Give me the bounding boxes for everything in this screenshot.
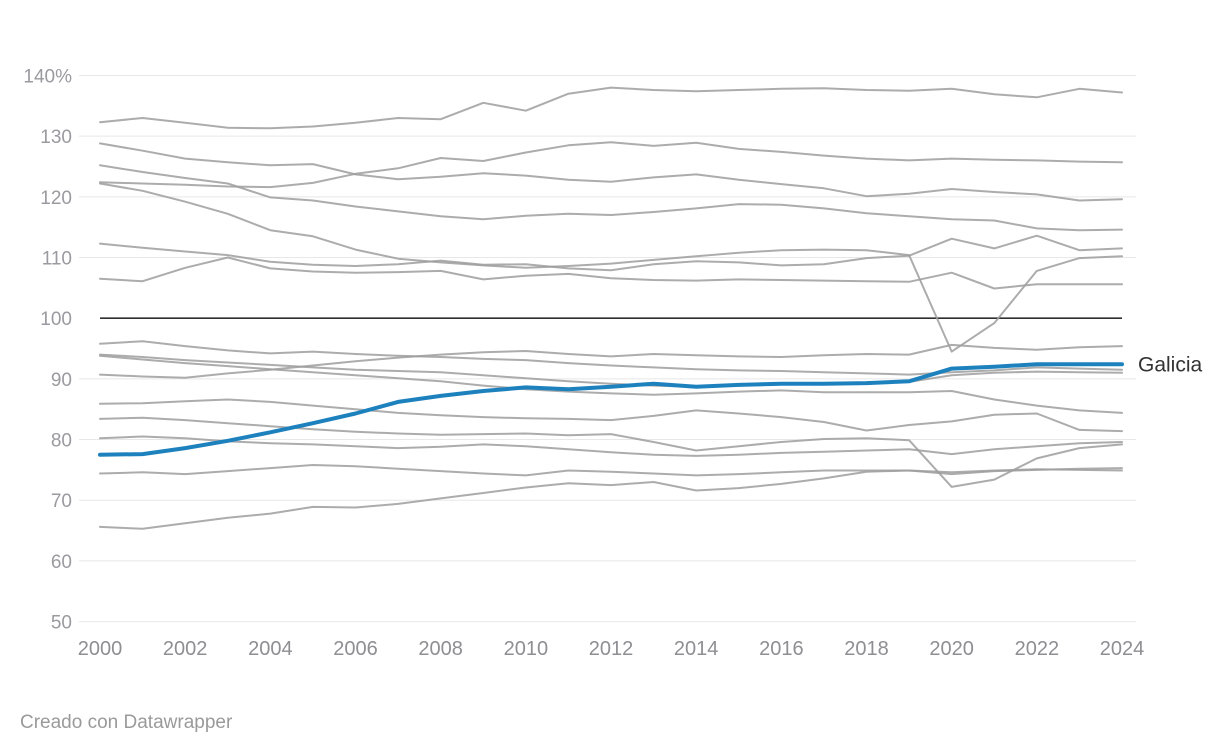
x-axis-tick-2014: 2014 bbox=[674, 638, 719, 660]
x-axis-tick-2022: 2022 bbox=[1015, 638, 1060, 660]
x-axis-tick-2018: 2018 bbox=[844, 638, 889, 660]
series-line-line-07[interactable] bbox=[99, 256, 1123, 290]
y-axis-tick-60: 60 bbox=[51, 552, 72, 573]
series-line-line-15[interactable] bbox=[99, 464, 1123, 477]
series-line-line-14[interactable] bbox=[99, 435, 1123, 457]
series-line-Galicia[interactable] bbox=[98, 362, 1124, 457]
x-axis-tick-2020: 2020 bbox=[929, 638, 974, 660]
x-axis-tick-2024: 2024 bbox=[1100, 638, 1145, 660]
x-axis-tick-2016: 2016 bbox=[759, 638, 804, 660]
y-axis-tick-50: 50 bbox=[51, 613, 72, 634]
y-axis-tick-70: 70 bbox=[51, 491, 72, 512]
series-line-line-02[interactable] bbox=[99, 142, 1123, 202]
y-axis-tick-110: 110 bbox=[42, 249, 72, 270]
series-line-line-06[interactable] bbox=[99, 234, 1123, 272]
series-end-label-galicia: Galicia bbox=[1138, 353, 1203, 376]
line-chart: 50 60 70 80 90 100 110 120 130 140% 2000 2002 2004 20… bbox=[23, 66, 1203, 660]
y-axis-tick-130: 130 bbox=[40, 127, 72, 148]
series-line-line-16[interactable] bbox=[99, 468, 1123, 530]
x-axis-tick-2002: 2002 bbox=[163, 638, 208, 660]
y-axis-tick-100: 100 bbox=[40, 309, 72, 330]
x-axis-tick-2006: 2006 bbox=[333, 638, 378, 660]
series-line-line-13[interactable] bbox=[99, 416, 1123, 488]
chart-area: 50 60 70 80 90 100 110 120 130 140% 2000 2002 2004 20… bbox=[23, 66, 1203, 660]
y-axis-tick-140: 140% bbox=[23, 66, 72, 87]
x-axis-tick-2000: 2000 bbox=[78, 638, 123, 660]
series-line-line-11[interactable] bbox=[99, 343, 1123, 379]
x-axis-tick-2010: 2010 bbox=[504, 638, 549, 660]
series-line-line-03[interactable] bbox=[99, 141, 1123, 189]
series-line-line-01[interactable] bbox=[99, 86, 1123, 130]
x-axis-tick-2012: 2012 bbox=[589, 638, 634, 660]
series-line-line-04[interactable] bbox=[99, 164, 1123, 232]
series-line-line-08[interactable] bbox=[99, 340, 1123, 376]
series-line-line-09[interactable] bbox=[99, 353, 1123, 388]
y-axis-tick-80: 80 bbox=[51, 431, 72, 452]
series-line-line-05[interactable] bbox=[99, 182, 1123, 353]
y-axis-tick-90: 90 bbox=[51, 370, 72, 391]
datawrapper-credit-link[interactable]: Creado con Datawrapper bbox=[20, 712, 233, 733]
x-axis-tick-2008: 2008 bbox=[418, 638, 463, 660]
series-line-line-12[interactable] bbox=[99, 398, 1123, 433]
y-axis-tick-120: 120 bbox=[40, 188, 72, 209]
x-axis-tick-2004: 2004 bbox=[248, 638, 293, 660]
